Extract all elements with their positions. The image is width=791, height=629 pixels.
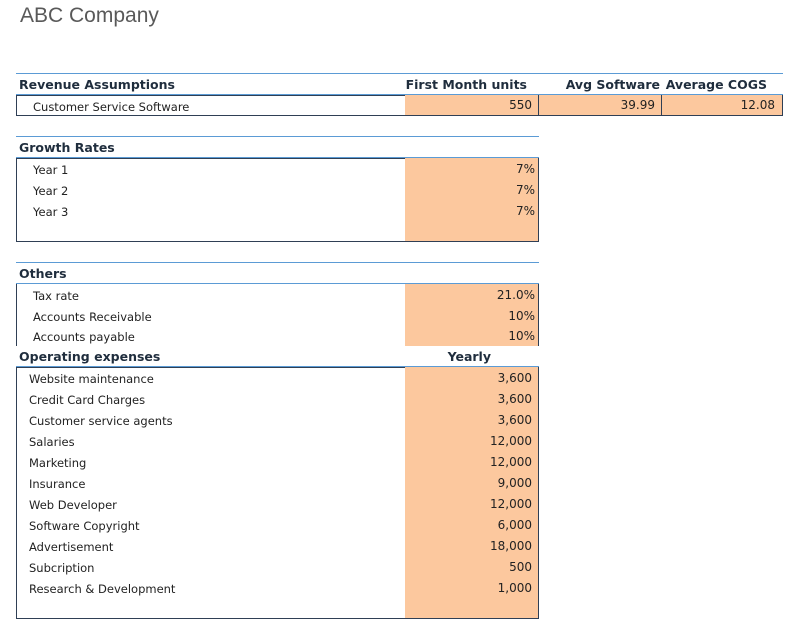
- opex-value: 12,000: [490, 497, 532, 511]
- revenue-bottom-border: [405, 115, 783, 116]
- opex-input-column[interactable]: [405, 367, 538, 618]
- opex-label: Software Copyright: [29, 519, 140, 533]
- growth-label-year-3: Year 3: [33, 205, 69, 219]
- units-value: 550: [509, 98, 532, 112]
- revenue-row-label: Customer Service Software: [33, 100, 190, 114]
- opex-value: 18,000: [490, 539, 532, 553]
- section-rule: [16, 157, 539, 158]
- opex-value: 3,600: [497, 392, 532, 406]
- opex-label: Web Developer: [29, 498, 117, 512]
- section-rule: [16, 262, 539, 263]
- opex-label: Subcription: [29, 561, 95, 575]
- others-input-column[interactable]: [405, 284, 538, 346]
- section-rule: [16, 73, 783, 74]
- section-rule: [16, 136, 539, 137]
- price-cell[interactable]: [539, 95, 661, 116]
- section-rule: [16, 366, 539, 367]
- opex-label: Salaries: [29, 435, 75, 449]
- cell-divider: [538, 95, 539, 116]
- opex-value: 12,000: [490, 434, 532, 448]
- opex-value: 500: [509, 560, 532, 574]
- price-value: 39.99: [620, 98, 655, 112]
- growth-label-year-2: Year 2: [33, 184, 69, 198]
- opex-value: 3,600: [497, 371, 532, 385]
- opex-value: 12,000: [490, 455, 532, 469]
- growth-value-year-1: 7%: [515, 162, 535, 176]
- opex-value: 3,600: [497, 413, 532, 427]
- opex-label: Advertisement: [29, 540, 114, 554]
- others-header: Others: [19, 266, 67, 281]
- growth-box: [16, 158, 539, 242]
- others-label-tax-rate: Tax rate: [33, 289, 79, 303]
- col-header-average-cogs: Average COGS: [665, 77, 767, 92]
- opex-value: 9,000: [497, 476, 532, 490]
- opex-label: Research & Development: [29, 582, 176, 596]
- cogs-value: 12.08: [740, 98, 775, 112]
- others-right-border: [538, 284, 539, 346]
- growth-value-year-3: 7%: [515, 204, 535, 218]
- growth-header: Growth Rates: [19, 140, 115, 155]
- others-label-accounts-payable: Accounts payable: [33, 330, 135, 344]
- cell-divider: [782, 95, 783, 116]
- cell-divider: [661, 95, 662, 116]
- opex-label: Website maintenance: [29, 372, 154, 386]
- opex-label: Credit Card Charges: [29, 393, 146, 407]
- opex-header: Operating expenses: [19, 349, 161, 364]
- section-rule: [16, 94, 783, 95]
- col-header-yearly: Yearly: [447, 349, 491, 364]
- others-value-accounts-receivable: 10%: [508, 309, 535, 323]
- others-value-accounts-payable: 10%: [508, 329, 535, 343]
- revenue-header: Revenue Assumptions: [19, 77, 175, 92]
- others-value-tax-rate: 21.0%: [496, 288, 535, 302]
- growth-input-column[interactable]: [405, 158, 538, 241]
- opex-value: 6,000: [497, 518, 532, 532]
- growth-label-year-1: Year 1: [33, 163, 69, 177]
- company-title: ABC Company: [20, 4, 159, 27]
- others-label-accounts-receivable: Accounts Receivable: [33, 310, 152, 324]
- col-header-first-month-units: First Month units: [405, 77, 527, 92]
- others-left-border: [16, 284, 17, 346]
- opex-label: Marketing: [29, 456, 87, 470]
- opex-label: Insurance: [29, 477, 86, 491]
- opex-value: 1,000: [497, 581, 532, 595]
- units-cell[interactable]: [405, 95, 538, 116]
- cogs-cell[interactable]: [662, 95, 783, 116]
- opex-box: [16, 367, 539, 619]
- growth-value-year-2: 7%: [515, 183, 535, 197]
- opex-label: Customer service agents: [29, 414, 173, 428]
- section-rule: [16, 283, 539, 284]
